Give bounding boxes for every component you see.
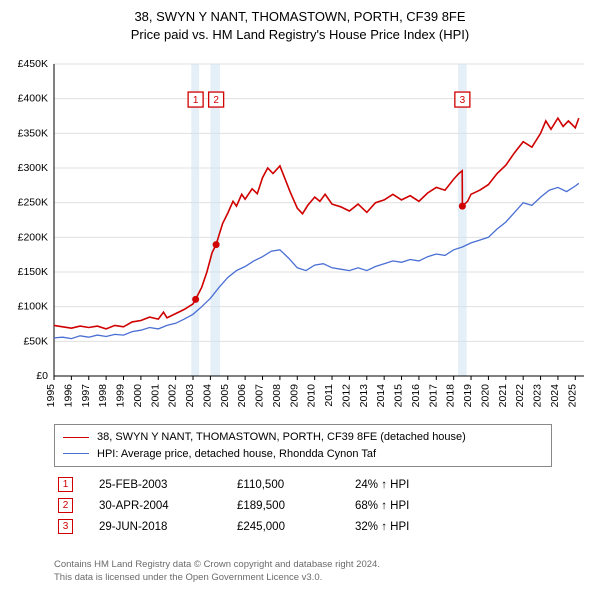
svg-text:£100K: £100K: [18, 301, 48, 313]
svg-text:2012: 2012: [340, 384, 352, 408]
svg-text:2017: 2017: [427, 384, 439, 408]
svg-text:£150K: £150K: [18, 266, 48, 278]
svg-text:1996: 1996: [62, 384, 74, 408]
svg-text:£450K: £450K: [18, 58, 48, 70]
sale-date: 29-JUN-2018: [99, 521, 219, 533]
svg-text:2005: 2005: [219, 384, 231, 408]
svg-text:2021: 2021: [497, 384, 509, 408]
svg-text:£400K: £400K: [18, 93, 48, 105]
svg-text:2010: 2010: [306, 384, 318, 408]
svg-text:1999: 1999: [115, 384, 127, 408]
svg-text:2013: 2013: [358, 384, 370, 408]
svg-text:3: 3: [460, 95, 466, 106]
svg-text:2003: 2003: [184, 384, 196, 408]
svg-text:2020: 2020: [479, 384, 491, 408]
svg-text:£350K: £350K: [18, 127, 48, 139]
svg-text:1998: 1998: [97, 384, 109, 408]
svg-text:£200K: £200K: [18, 231, 48, 243]
svg-text:1: 1: [193, 95, 199, 106]
price-chart: £0 £50K £100K £150K £200K £250K £300K £350K £400…: [10, 58, 590, 418]
svg-text:1997: 1997: [80, 384, 92, 408]
sale-diff: 32% ↑ HPI: [355, 521, 495, 533]
legend-item-property: 38, SWYN Y NANT, THOMASTOWN, PORTH, CF39…: [63, 429, 543, 446]
svg-text:2: 2: [213, 95, 219, 106]
sale-date: 30-APR-2004: [99, 500, 219, 512]
svg-text:£0: £0: [36, 370, 48, 382]
sales-table: 1 25-FEB-2003 £110,500 24% ↑ HPI 2 30-AP…: [54, 474, 552, 537]
sale-price: £189,500: [237, 500, 337, 512]
legend-label-hpi: HPI: Average price, detached house, Rhon…: [97, 446, 376, 463]
title-block: 38, SWYN Y NANT, THOMASTOWN, PORTH, CF39…: [0, 0, 600, 47]
svg-text:2006: 2006: [236, 384, 248, 408]
legend: 38, SWYN Y NANT, THOMASTOWN, PORTH, CF39…: [54, 424, 552, 467]
svg-text:2024: 2024: [549, 384, 561, 408]
footnote-line1: Contains HM Land Registry data © Crown c…: [54, 559, 554, 571]
svg-text:2008: 2008: [271, 384, 283, 408]
sale-price: £245,000: [237, 521, 337, 533]
svg-text:2025: 2025: [566, 384, 578, 408]
sale-diff: 24% ↑ HPI: [355, 479, 495, 491]
svg-text:£250K: £250K: [18, 197, 48, 209]
title-sub: Price paid vs. HM Land Registry's House …: [10, 26, 590, 44]
title-address: 38, SWYN Y NANT, THOMASTOWN, PORTH, CF39…: [10, 8, 590, 26]
legend-item-hpi: HPI: Average price, detached house, Rhon…: [63, 446, 543, 463]
svg-text:2015: 2015: [393, 384, 405, 408]
sale-diff: 68% ↑ HPI: [355, 500, 495, 512]
svg-text:2016: 2016: [410, 384, 422, 408]
sale-badge: 2: [58, 498, 73, 513]
sale-row: 2 30-APR-2004 £189,500 68% ↑ HPI: [54, 495, 552, 516]
sale-price: £110,500: [237, 479, 337, 491]
legend-swatch-blue: [63, 453, 89, 454]
svg-text:2011: 2011: [323, 384, 335, 407]
svg-text:2018: 2018: [445, 384, 457, 408]
svg-text:2009: 2009: [288, 384, 300, 408]
svg-text:2004: 2004: [201, 384, 213, 408]
svg-text:2000: 2000: [132, 384, 144, 408]
sale-date: 25-FEB-2003: [99, 479, 219, 491]
svg-text:£300K: £300K: [18, 162, 48, 174]
svg-text:2001: 2001: [149, 384, 161, 408]
svg-text:2014: 2014: [375, 384, 387, 408]
footnote: Contains HM Land Registry data © Crown c…: [54, 559, 554, 584]
svg-text:2007: 2007: [254, 384, 266, 408]
svg-text:2002: 2002: [167, 384, 179, 408]
svg-text:2019: 2019: [462, 384, 474, 408]
svg-text:£50K: £50K: [23, 335, 48, 347]
svg-text:2022: 2022: [514, 384, 526, 408]
svg-text:1995: 1995: [45, 384, 57, 408]
svg-text:2023: 2023: [532, 384, 544, 408]
sale-badge: 3: [58, 519, 73, 534]
chart-container: £0 £50K £100K £150K £200K £250K £300K £350K £400…: [10, 58, 590, 418]
sale-row: 1 25-FEB-2003 £110,500 24% ↑ HPI: [54, 474, 552, 495]
sale-row: 3 29-JUN-2018 £245,000 32% ↑ HPI: [54, 516, 552, 537]
legend-swatch-red: [63, 437, 89, 438]
legend-label-property: 38, SWYN Y NANT, THOMASTOWN, PORTH, CF39…: [97, 429, 466, 446]
footnote-line2: This data is licensed under the Open Gov…: [54, 572, 554, 584]
sale-badge: 1: [58, 477, 73, 492]
